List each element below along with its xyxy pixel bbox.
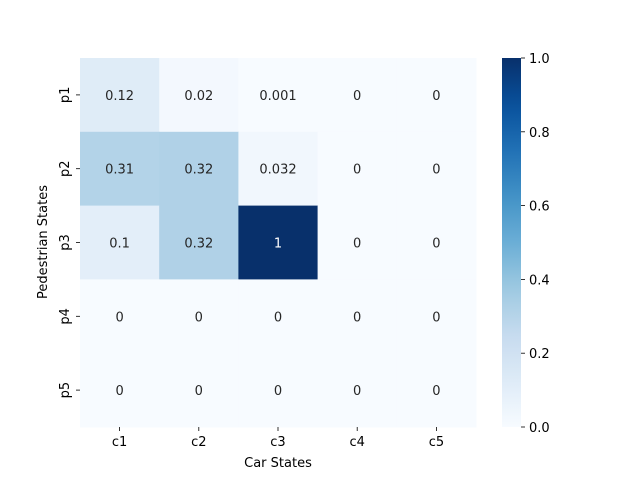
colorbar	[502, 58, 521, 427]
cell-value-label: 0.32	[184, 163, 213, 178]
cell-value-label: 0	[353, 310, 361, 325]
cell-value-label: 0	[432, 384, 440, 399]
x-tick-label: c4	[349, 435, 364, 450]
cell-value-label: 0.032	[259, 163, 296, 178]
cell-value-label: 0	[432, 163, 440, 178]
heatmap-cell	[396, 58, 477, 133]
heatmap-cell	[396, 205, 477, 280]
x-tick-label: c2	[191, 435, 206, 450]
heatmap-cell	[80, 279, 160, 354]
y-tick-label: p2	[58, 160, 73, 177]
colorbar-tick-label: 0.6	[529, 200, 550, 215]
heatmap-cell	[238, 279, 319, 354]
y-tick-label: p3	[58, 234, 73, 251]
cell-value-label: 0.31	[105, 163, 134, 178]
y-tick-label: p1	[58, 87, 73, 104]
heatmap-cell	[159, 58, 239, 133]
cell-value-label: 0.1	[109, 237, 130, 252]
cell-value-label: 0	[195, 310, 203, 325]
cell-value-label: 0	[115, 310, 123, 325]
colorbar-tick-label: 0.2	[529, 347, 550, 362]
y-tick-label: p5	[58, 382, 73, 399]
heatmap-cell	[396, 131, 477, 207]
x-tick-label: c1	[112, 435, 127, 450]
heatmap-cell	[238, 205, 319, 280]
x-axis-ticks: c1 c2 c3 c4 c5	[112, 427, 444, 450]
x-tick-label: c3	[270, 435, 285, 450]
heatmap-cell	[238, 58, 319, 133]
heatmap-cell	[317, 205, 398, 280]
cell-value-label: 0	[274, 384, 282, 399]
heatmap-cell	[80, 205, 160, 280]
y-tick-label: p4	[58, 308, 73, 325]
heatmap-cell	[80, 131, 160, 207]
heatmap-cell	[396, 353, 477, 428]
cell-value-label: 0	[274, 310, 282, 325]
cell-value-label: 0	[353, 89, 361, 104]
x-tick-label: c5	[429, 435, 444, 450]
heatmap-cell	[159, 131, 239, 207]
heatmap-cell	[396, 279, 477, 354]
heatmap-cell	[159, 279, 239, 354]
heatmap-cell	[238, 131, 319, 207]
colorbar-tick-label: 1.0	[529, 52, 550, 67]
cell-value-label: 0	[432, 310, 440, 325]
y-axis-label: Pedestrian States	[36, 185, 51, 299]
colorbar-ticks: 0.0 0.2 0.4 0.6 0.8 1.0	[521, 52, 550, 436]
cell-value-label: 0	[195, 384, 203, 399]
heatmap-cell	[317, 58, 398, 133]
cell-value-label: 0	[432, 89, 440, 104]
cell-value-label: 0	[353, 163, 361, 178]
heatmap-cell	[159, 205, 239, 280]
cell-value-label: 1	[274, 237, 282, 252]
heatmap-cells	[80, 58, 477, 428]
heatmap-cell	[317, 353, 398, 428]
y-axis-ticks: p1 p2 p3 p4 p5	[58, 87, 80, 399]
heatmap-cell	[317, 131, 398, 207]
cell-value-label: 0	[353, 237, 361, 252]
heatmap-cell	[317, 279, 398, 354]
heatmap-cell-labels: 0.12 0.02 0.001 0 0 0.31 0.32 0.032 0 0 0.1 0.32 1 0 0…	[105, 89, 440, 399]
heatmap-cell	[238, 353, 319, 428]
cell-value-label: 0.001	[259, 89, 296, 104]
x-axis-label: Car States	[244, 456, 312, 471]
heatmap-cell	[159, 353, 239, 428]
cell-value-label: 0	[115, 384, 123, 399]
heatmap-cell	[80, 353, 160, 428]
cell-value-label: 0	[353, 384, 361, 399]
colorbar-tick-label: 0.0	[529, 421, 550, 436]
cell-value-label: 0.12	[105, 89, 134, 104]
colorbar-tick-label: 0.4	[529, 273, 550, 288]
colorbar-tick-label: 0.8	[529, 126, 550, 141]
cell-value-label: 0.32	[184, 237, 213, 252]
cell-value-label: 0.02	[184, 89, 213, 104]
cell-value-label: 0	[432, 237, 440, 252]
heatmap-cell	[80, 58, 160, 133]
